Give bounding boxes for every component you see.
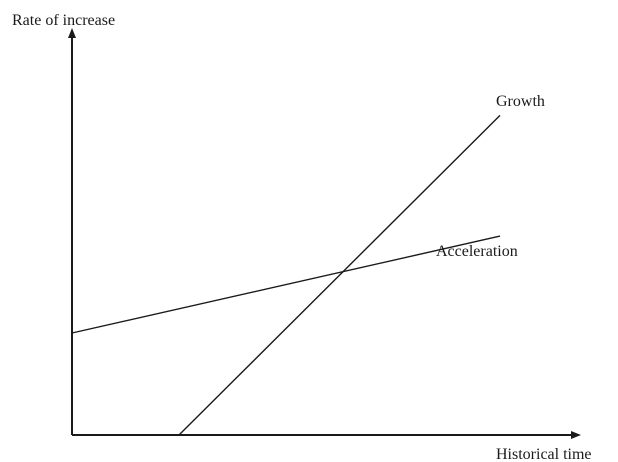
series-label-acceleration: Acceleration [436,243,518,260]
series-line-growth [178,114,501,436]
x-axis-label: Historical time [496,446,592,462]
y-axis-label: Rate of increase [12,12,115,29]
series-line-acceleration [71,235,501,334]
series-label-growth: Growth [496,93,545,110]
